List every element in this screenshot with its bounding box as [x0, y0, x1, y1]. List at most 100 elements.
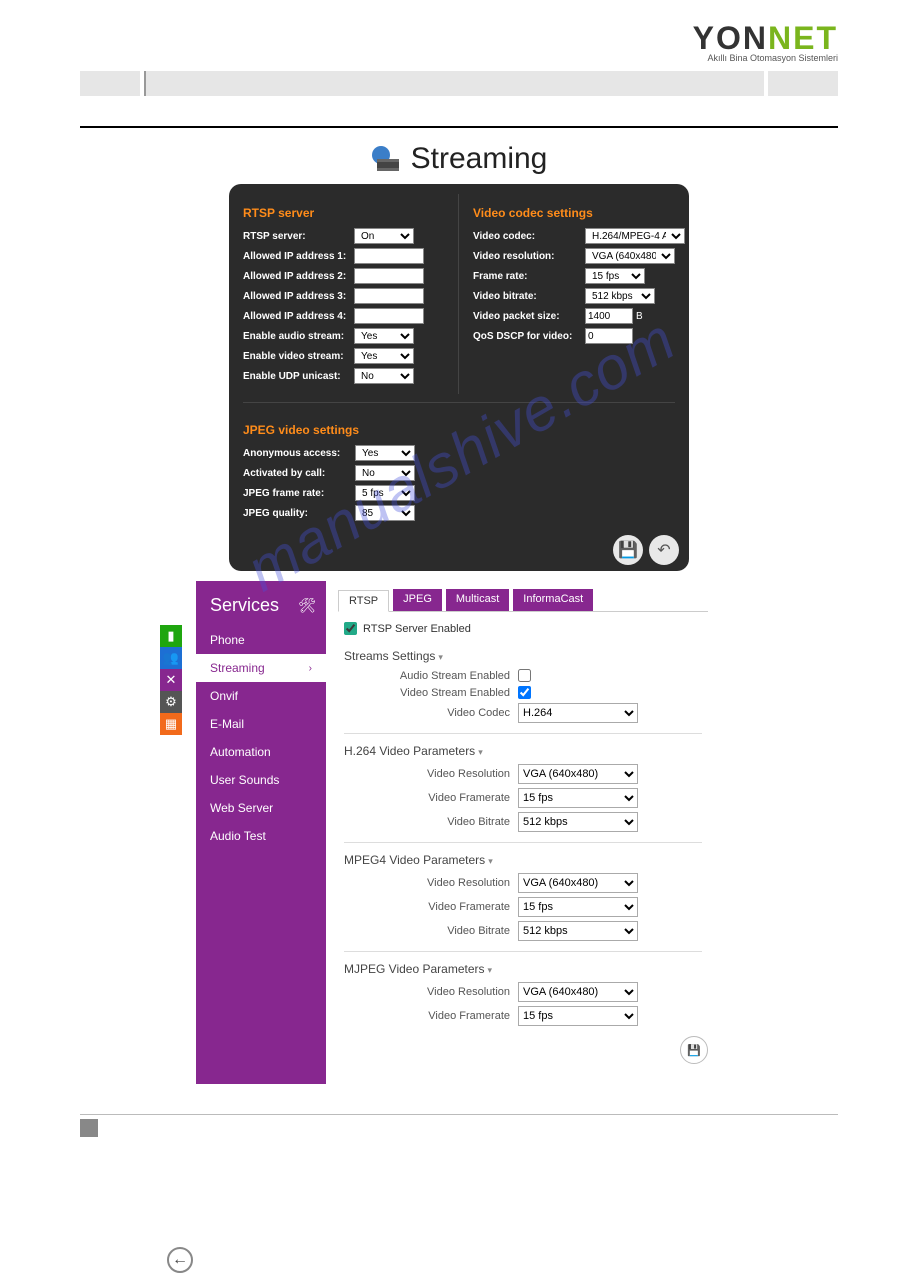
save-icon-button[interactable]: 💾 — [613, 535, 643, 565]
sidebar-item-user-sounds[interactable]: User Sounds — [196, 766, 326, 794]
mpeg4-br-label: Video Bitrate — [338, 925, 518, 937]
rtsp-server-select[interactable]: On — [354, 228, 414, 244]
mpeg4-fps-label: Video Framerate — [338, 901, 518, 913]
udp-unicast-select[interactable]: No — [354, 368, 414, 384]
footer-square-icon — [80, 1119, 98, 1137]
brand-logo: YONNET — [80, 20, 838, 57]
sidebar-item-automation[interactable]: Automation — [196, 738, 326, 766]
tools-icon[interactable]: 🛠 — [298, 597, 316, 614]
call-select[interactable]: No — [355, 465, 415, 481]
audio-stream-label: Enable audio stream: — [243, 331, 354, 342]
codec-section-title: Video codec settings — [473, 206, 675, 220]
streaming-heading: Streaming — [411, 142, 548, 176]
mjpeg-fps-select[interactable]: 15 fps — [518, 1006, 638, 1026]
ip4-label: Allowed IP address 4: — [243, 311, 354, 322]
audio-enabled-label: Audio Stream Enabled — [338, 670, 518, 682]
video-stream-label: Enable video stream: — [243, 351, 354, 362]
tab-rtsp[interactable]: RTSP — [338, 590, 389, 612]
sidebar-title: Services — [210, 595, 279, 616]
back-button[interactable]: ← — [167, 1247, 193, 1273]
mjpeg-title: MJPEG Video Parameters▾ — [344, 962, 708, 976]
qos-label: QoS DSCP for video: — [473, 331, 585, 342]
jpeg-fps-label: JPEG frame rate: — [243, 488, 355, 499]
sidebar-item-web-server[interactable]: Web Server — [196, 794, 326, 822]
ip4-input[interactable] — [354, 308, 424, 324]
qos-input[interactable] — [585, 328, 633, 344]
ip2-label: Allowed IP address 2: — [243, 271, 354, 282]
nav-icon-grid[interactable]: ▦ — [160, 713, 182, 735]
udp-unicast-label: Enable UDP unicast: — [243, 371, 354, 382]
rtsp-section-title: RTSP server — [243, 206, 444, 220]
video-enabled-checkbox[interactable] — [518, 686, 531, 699]
dark-settings-panel: RTSP server RTSP server:On Allowed IP ad… — [229, 184, 689, 571]
codec-label: Video codec: — [473, 231, 585, 242]
tab-jpeg[interactable]: JPEG — [393, 589, 442, 611]
page-footer — [80, 1114, 838, 1137]
sidebar-item-streaming[interactable]: Streaming› — [196, 654, 326, 682]
nav-icon-stats[interactable]: ▮ — [160, 625, 182, 647]
ip3-input[interactable] — [354, 288, 424, 304]
packet-label: Video packet size: — [473, 311, 585, 322]
sidebar-item-audio-test[interactable]: Audio Test — [196, 822, 326, 850]
streaming-icon — [371, 143, 403, 175]
services-sidebar: Services 🛠 Phone Streaming› Onvif E-Mail… — [196, 581, 326, 1084]
h264-title: H.264 Video Parameters▾ — [344, 744, 708, 758]
caret-icon: ▾ — [438, 652, 443, 662]
header-bar — [80, 71, 838, 96]
ip1-label: Allowed IP address 1: — [243, 251, 354, 262]
call-label: Activated by call: — [243, 468, 355, 479]
rtsp-enabled-checkbox[interactable] — [344, 622, 357, 635]
h264-br-label: Video Bitrate — [338, 816, 518, 828]
tab-bar: RTSP JPEG Multicast InformaCast — [338, 589, 708, 612]
mpeg4-fps-select[interactable]: 15 fps — [518, 897, 638, 917]
audio-enabled-checkbox[interactable] — [518, 669, 531, 682]
mpeg4-title: MPEG4 Video Parameters▾ — [344, 853, 708, 867]
nav-icon-tools[interactable]: ✕ — [160, 669, 182, 691]
ip1-input[interactable] — [354, 248, 424, 264]
sidebar-item-onvif[interactable]: Onvif — [196, 682, 326, 710]
jpeg-quality-select[interactable]: 85 — [355, 505, 415, 521]
anon-label: Anonymous access: — [243, 448, 355, 459]
nav-icon-users[interactable]: 👥 — [160, 647, 182, 669]
ip3-label: Allowed IP address 3: — [243, 291, 354, 302]
mpeg4-br-select[interactable]: 512 kbps — [518, 921, 638, 941]
nav-icon-settings[interactable]: ⚙ — [160, 691, 182, 713]
sidebar-item-email[interactable]: E-Mail — [196, 710, 326, 738]
video-codec-label: Video Codec — [338, 707, 518, 719]
h264-res-label: Video Resolution — [338, 768, 518, 780]
mpeg4-res-select[interactable]: VGA (640x480) — [518, 873, 638, 893]
mpeg4-res-label: Video Resolution — [338, 877, 518, 889]
tab-informacast[interactable]: InformaCast — [513, 589, 593, 611]
mjpeg-res-select[interactable]: VGA (640x480) — [518, 982, 638, 1002]
video-stream-select[interactable]: Yes — [354, 348, 414, 364]
packet-suffix: B — [636, 311, 643, 322]
h264-res-select[interactable]: VGA (640x480) — [518, 764, 638, 784]
mjpeg-fps-label: Video Framerate — [338, 1010, 518, 1022]
rtsp-server-label: RTSP server: — [243, 231, 354, 242]
ip2-input[interactable] — [354, 268, 424, 284]
rtsp-enabled-label: RTSP Server Enabled — [363, 623, 471, 635]
logo-part2: NET — [768, 20, 838, 56]
h264-br-select[interactable]: 512 kbps — [518, 812, 638, 832]
h264-fps-select[interactable]: 15 fps — [518, 788, 638, 808]
tab-multicast[interactable]: Multicast — [446, 589, 509, 611]
fps-select[interactable]: 15 fps — [585, 268, 645, 284]
bitrate-label: Video bitrate: — [473, 291, 585, 302]
audio-stream-select[interactable]: Yes — [354, 328, 414, 344]
video-codec-select[interactable]: H.264 — [518, 703, 638, 723]
video-enabled-label: Video Stream Enabled — [338, 687, 518, 699]
packet-input[interactable] — [585, 308, 633, 324]
sidebar-item-phone[interactable]: Phone — [196, 626, 326, 654]
chevron-right-icon: › — [309, 663, 312, 674]
main-content: RTSP JPEG Multicast InformaCast RTSP Ser… — [326, 581, 720, 1084]
res-label: Video resolution: — [473, 251, 585, 262]
res-select[interactable]: VGA (640x480) — [585, 248, 675, 264]
logo-part1: YON — [693, 20, 768, 56]
bitrate-select[interactable]: 512 kbps — [585, 288, 655, 304]
undo-icon-button[interactable]: ↶ — [649, 535, 679, 565]
jpeg-section-title: JPEG video settings — [243, 423, 445, 437]
codec-select[interactable]: H.264/MPEG-4 AVC — [585, 228, 685, 244]
save-button[interactable]: 💾 — [680, 1036, 708, 1064]
anon-select[interactable]: Yes — [355, 445, 415, 461]
jpeg-fps-select[interactable]: 5 fps — [355, 485, 415, 501]
